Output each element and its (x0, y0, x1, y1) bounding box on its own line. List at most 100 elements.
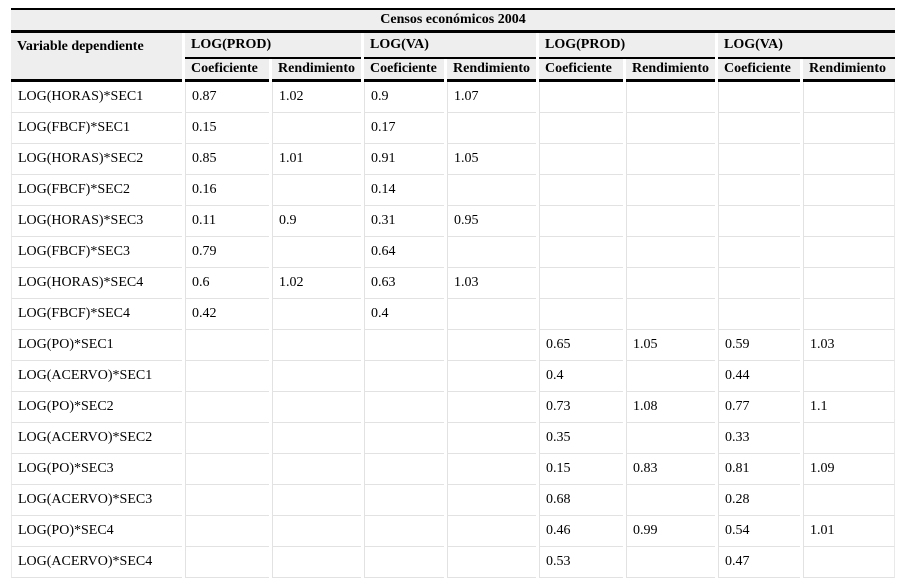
row-label: LOG(PO)*SEC3 (11, 454, 182, 485)
table-cell: 0.4 (364, 299, 444, 330)
row-label: LOG(ACERVO)*SEC2 (11, 423, 182, 454)
table-cell (539, 82, 623, 113)
table-cell (803, 361, 895, 392)
table-cell (539, 299, 623, 330)
table-cell (803, 144, 895, 175)
table-row: LOG(ACERVO)*SEC1 0.4 0.44 (11, 361, 895, 392)
table-cell: 1.05 (447, 144, 536, 175)
table-cell (626, 82, 715, 113)
row-label: LOG(ACERVO)*SEC3 (11, 485, 182, 516)
row-label: LOG(PO)*SEC1 (11, 330, 182, 361)
table-cell: 0.99 (626, 516, 715, 547)
table-cell (539, 113, 623, 144)
table-cell (803, 113, 895, 144)
table-cell: 0.11 (185, 206, 269, 237)
group-header-log-va-2: LOG(VA) (718, 33, 895, 59)
table-cell (185, 361, 269, 392)
table-row: LOG(PO)*SEC1 0.65 1.05 0.59 1.03 (11, 330, 895, 361)
table-cell (272, 175, 361, 206)
table-cell (626, 237, 715, 268)
row-label: LOG(FBCF)*SEC3 (11, 237, 182, 268)
column-header-coeficiente-3: Coeficiente (539, 59, 623, 82)
table-cell: 0.28 (718, 485, 800, 516)
table-cell: 0.15 (539, 454, 623, 485)
table-cell: 0.91 (364, 144, 444, 175)
regression-results-table: Censos económicos 2004 Variable dependie… (8, 8, 898, 578)
table-cell (718, 144, 800, 175)
row-label: LOG(HORAS)*SEC4 (11, 268, 182, 299)
table-cell (272, 423, 361, 454)
table-cell (803, 547, 895, 578)
table-cell (447, 547, 536, 578)
table-cell: 1.01 (803, 516, 895, 547)
table-cell (447, 175, 536, 206)
table-cell (803, 268, 895, 299)
table-cell (272, 113, 361, 144)
column-header-coeficiente-4: Coeficiente (718, 59, 800, 82)
table-cell (539, 268, 623, 299)
table-cell: 1.08 (626, 392, 715, 423)
table-row: LOG(HORAS)*SEC1 0.87 1.02 0.9 1.07 (11, 82, 895, 113)
group-header-log-prod-1: LOG(PROD) (185, 33, 361, 59)
table-cell: 0.15 (185, 113, 269, 144)
table-row: LOG(ACERVO)*SEC3 0.68 0.28 (11, 485, 895, 516)
table-cell (272, 454, 361, 485)
group-header-row: Variable dependiente LOG(PROD) LOG(VA) L… (11, 33, 895, 82)
table-cell (718, 299, 800, 330)
table-row: LOG(PO)*SEC3 0.15 0.83 0.81 1.09 (11, 454, 895, 485)
table-cell: 0.95 (447, 206, 536, 237)
table-row: LOG(HORAS)*SEC2 0.85 1.01 0.91 1.05 (11, 144, 895, 175)
table-cell: 0.35 (539, 423, 623, 454)
table-cell: 0.16 (185, 175, 269, 206)
table-cell (718, 82, 800, 113)
table-cell (447, 392, 536, 423)
table-cell: 1.07 (447, 82, 536, 113)
table-cell (185, 485, 269, 516)
column-header-rendimiento-3: Rendimiento (626, 59, 715, 82)
table-cell (272, 237, 361, 268)
column-header-rendimiento-1: Rendimiento (272, 59, 361, 82)
table-cell: 1.02 (272, 82, 361, 113)
table-cell (447, 454, 536, 485)
table-cell (185, 547, 269, 578)
table-row: LOG(FBCF)*SEC3 0.79 0.64 (11, 237, 895, 268)
table-cell (185, 454, 269, 485)
row-label: LOG(HORAS)*SEC1 (11, 82, 182, 113)
table-cell: 0.9 (364, 82, 444, 113)
column-header-rendimiento-4: Rendimiento (803, 59, 895, 82)
table-cell: 0.87 (185, 82, 269, 113)
table-cell (364, 454, 444, 485)
group-header-log-prod-2: LOG(PROD) (539, 33, 715, 59)
table-cell: 0.77 (718, 392, 800, 423)
table-cell (272, 299, 361, 330)
table-cell (447, 237, 536, 268)
table-cell: 0.68 (539, 485, 623, 516)
table-cell (364, 423, 444, 454)
table-cell (185, 516, 269, 547)
table-cell (718, 237, 800, 268)
table-cell (447, 516, 536, 547)
row-label: LOG(FBCF)*SEC1 (11, 113, 182, 144)
table-cell (626, 423, 715, 454)
table-cell (626, 113, 715, 144)
table-cell (272, 361, 361, 392)
table-row: LOG(FBCF)*SEC4 0.42 0.4 (11, 299, 895, 330)
table-cell: 0.73 (539, 392, 623, 423)
table-row: LOG(PO)*SEC2 0.73 1.08 0.77 1.1 (11, 392, 895, 423)
table-cell: 1.03 (447, 268, 536, 299)
table-cell (447, 330, 536, 361)
table-cell: 1.01 (272, 144, 361, 175)
table-cell: 0.9 (272, 206, 361, 237)
table-header: Censos económicos 2004 Variable dependie… (11, 8, 895, 82)
table-cell: 0.81 (718, 454, 800, 485)
table-cell: 0.44 (718, 361, 800, 392)
table-cell (364, 392, 444, 423)
table-cell (364, 330, 444, 361)
table-row: LOG(PO)*SEC4 0.46 0.99 0.54 1.01 (11, 516, 895, 547)
table-cell (272, 392, 361, 423)
table-cell: 0.54 (718, 516, 800, 547)
table-cell (626, 485, 715, 516)
table-row: LOG(FBCF)*SEC2 0.16 0.14 (11, 175, 895, 206)
table-cell (626, 175, 715, 206)
table-cell (803, 237, 895, 268)
